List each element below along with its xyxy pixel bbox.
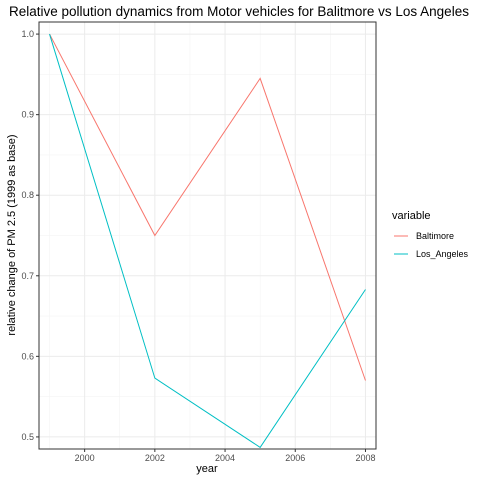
series-line-baltimore [49, 33, 366, 381]
y-tick-label: 1.0 [21, 29, 34, 39]
series-lines [49, 33, 366, 449]
legend-title: variable [392, 210, 431, 222]
grid-lines [39, 22, 376, 449]
x-axis-title: year [196, 463, 218, 475]
y-tick-label: 0.8 [21, 190, 34, 200]
y-axis-ticks: 0.5 0.6 0.7 0.8 0.9 1.0 [21, 29, 39, 442]
plot-border [38, 21, 377, 450]
y-tick-label: 0.9 [21, 110, 34, 120]
y-tick-label: 0.6 [21, 351, 34, 361]
legend: variable Baltimore Los_Angeles [392, 210, 469, 262]
y-tick-label: 0.7 [21, 271, 34, 281]
x-tick-label: 2000 [75, 453, 95, 463]
x-tick-label: 2002 [145, 453, 165, 463]
x-axis-ticks: 2000 2002 2004 2006 2008 [75, 449, 375, 463]
chart-title: Relative pollution dynamics from Motor v… [9, 4, 469, 19]
y-tick-label: 0.5 [21, 432, 34, 442]
x-tick-label: 2004 [215, 453, 235, 463]
x-tick-label: 2008 [355, 453, 375, 463]
series-line-los-angeles [49, 33, 366, 449]
y-axis-title: relative change of PM 2.5 (1999 as base) [6, 134, 18, 335]
legend-label: Baltimore [416, 231, 454, 241]
legend-label: Los_Angeles [416, 249, 469, 259]
x-tick-label: 2006 [285, 453, 305, 463]
